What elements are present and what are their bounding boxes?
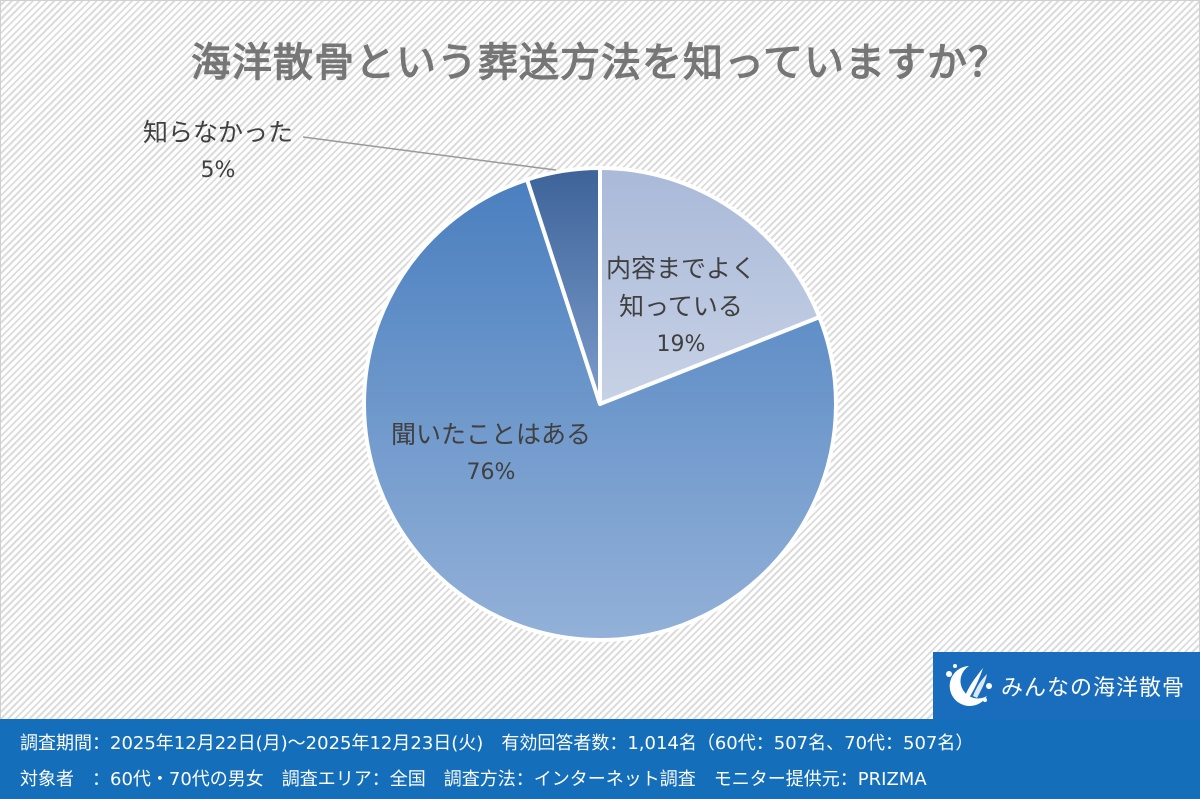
pie-slices [362,166,838,642]
slice-known-well [598,166,822,406]
label-heard-text: 聞いたことはある [390,420,591,449]
survey-target-line: 対象者 ：60代・70代の男女 調査エリア：全国 調査方法：インターネット調査 … [20,769,927,790]
wave-moon-logo-icon [946,663,992,706]
label-known-well-text: 内容までよく [605,254,756,283]
label-unknown: 知らなかった 5% [128,114,308,190]
label-known-well-pct: 19% [656,332,706,357]
survey-period-line: 調査期間：2025年12月22日(月)～2025年12月23日(火) 有効回答者… [20,733,974,754]
label-known-well: 内容までよく 知っている 19% [596,250,766,364]
brand-name: みんなの海洋散骨 [1001,675,1186,701]
slice-heard [362,177,838,642]
label-heard-pct: 76% [466,460,516,485]
slice-unknown [525,166,602,406]
label-heard: 聞いたことはある 76% [376,416,606,492]
leader-line [302,136,557,171]
pie-chart [302,136,838,642]
brand-logo: みんなの海洋散骨 [933,652,1200,719]
label-known-well-text2: 知っている [619,292,743,321]
chart-title: 海洋散骨という葬送方法を知っていますか？ [191,40,1009,86]
label-unknown-pct: 5% [200,158,236,183]
survey-footer: 調査期間：2025年12月22日(月)～2025年12月23日(火) 有効回答者… [0,719,1200,799]
label-unknown-text: 知らなかった [142,118,293,147]
